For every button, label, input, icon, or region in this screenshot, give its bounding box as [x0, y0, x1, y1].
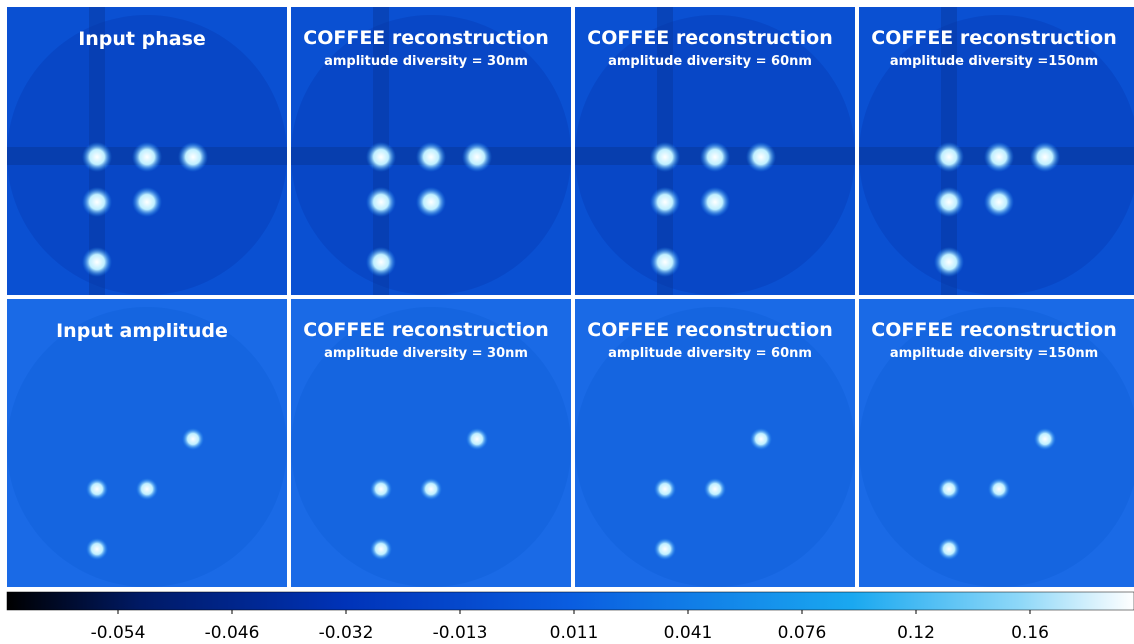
spot [750, 428, 772, 450]
colorbar-tick-label: -0.054 [91, 623, 146, 643]
panel-title: COFFEE reconstruction [587, 319, 832, 341]
spot [746, 142, 776, 172]
spot [984, 142, 1014, 172]
panel: COFFEE reconstruction amplitude diversity… [291, 7, 571, 295]
pupil [7, 307, 287, 587]
panel-subtitle: amplitude diversity = 60nm [608, 54, 812, 69]
panel-title: COFFEE reconstruction [871, 319, 1116, 341]
spot [654, 538, 676, 560]
spot [654, 478, 676, 500]
colorbar-tick-label: 0.041 [664, 623, 713, 643]
spot [132, 142, 162, 172]
panel-title: Input amplitude [56, 320, 228, 342]
panel: COFFEE reconstruction amplitude diversity… [859, 299, 1134, 587]
spot [462, 142, 492, 172]
panel-title: Input phase [78, 28, 206, 50]
spot [650, 142, 680, 172]
spot [934, 187, 964, 217]
spot [984, 187, 1014, 217]
spot [650, 247, 680, 277]
spot [366, 142, 396, 172]
panel-subtitle: amplitude diversity =150nm [890, 346, 1098, 361]
spot [988, 478, 1010, 500]
panel-subtitle: amplitude diversity = 30nm [324, 346, 528, 361]
spot [370, 538, 392, 560]
panel-title: COFFEE reconstruction [871, 27, 1116, 49]
panel: COFFEE reconstruction amplitude diversity… [291, 299, 571, 587]
spot [82, 142, 112, 172]
spot [700, 187, 730, 217]
colorbar-tick-label: 0.076 [778, 623, 827, 643]
spot [420, 478, 442, 500]
panel-subtitle: amplitude diversity = 30nm [324, 54, 528, 69]
spot [370, 478, 392, 500]
spot [86, 538, 108, 560]
colorbar-tick-label: -0.046 [205, 623, 260, 643]
spot [366, 247, 396, 277]
spot [86, 478, 108, 500]
panel-title: COFFEE reconstruction [303, 27, 548, 49]
panel: Input amplitude [7, 299, 287, 587]
colorbar-tick-label: -0.032 [319, 623, 374, 643]
spot [938, 538, 960, 560]
colorbar-tick-label: 0.16 [1011, 623, 1049, 643]
spot [82, 247, 112, 277]
pupil [859, 307, 1134, 587]
spot [132, 187, 162, 217]
panel: COFFEE reconstruction amplitude diversity… [859, 7, 1134, 295]
spot [1030, 142, 1060, 172]
panel: Input phase [7, 7, 287, 295]
spot [934, 142, 964, 172]
colorbar-tick-label: 0.12 [897, 623, 935, 643]
spot [182, 428, 204, 450]
spot [366, 187, 396, 217]
colorbar-tick-label: -0.013 [433, 623, 488, 643]
colorbar [6, 591, 1134, 611]
spot [934, 247, 964, 277]
spot [82, 187, 112, 217]
spot [416, 187, 446, 217]
pupil [575, 307, 855, 587]
spot [704, 478, 726, 500]
spot [466, 428, 488, 450]
spot [938, 478, 960, 500]
panel-subtitle: amplitude diversity =150nm [890, 54, 1098, 69]
spot [650, 187, 680, 217]
panel-title: COFFEE reconstruction [587, 27, 832, 49]
panel: COFFEE reconstruction amplitude diversity… [575, 299, 855, 587]
spot [136, 478, 158, 500]
panel: COFFEE reconstruction amplitude diversity… [575, 7, 855, 295]
spot [178, 142, 208, 172]
spot [416, 142, 446, 172]
panel-title: COFFEE reconstruction [303, 319, 548, 341]
panel-subtitle: amplitude diversity = 60nm [608, 346, 812, 361]
spot [700, 142, 730, 172]
pupil [291, 307, 571, 587]
colorbar-tick-label: 0.011 [550, 623, 599, 643]
spot [1034, 428, 1056, 450]
